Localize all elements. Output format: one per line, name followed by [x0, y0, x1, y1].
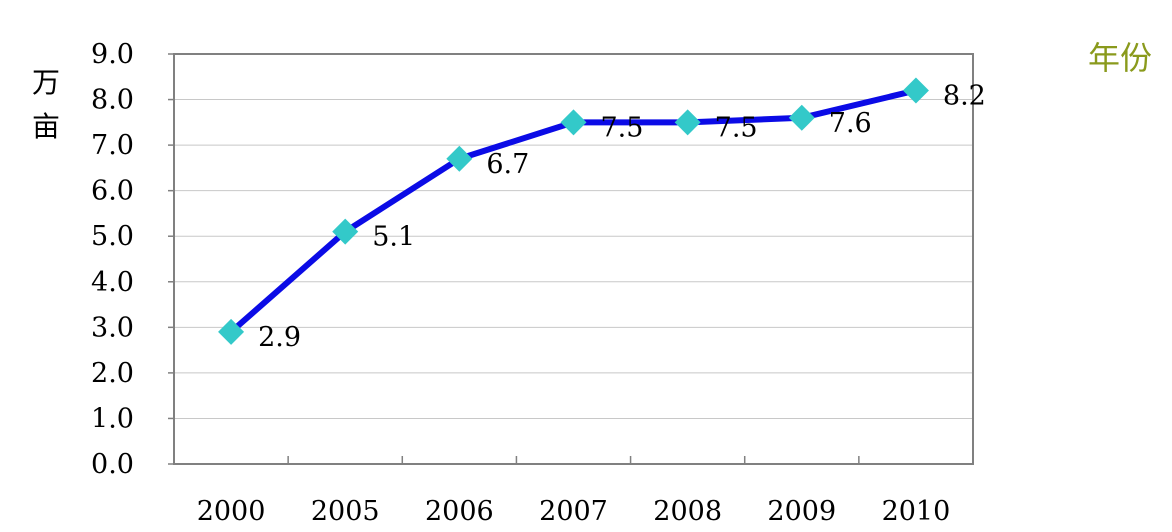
- y-tick-label: 1.0: [91, 403, 134, 434]
- x-tick-label: 2000: [197, 496, 266, 527]
- y-tick-label: 4.0: [91, 267, 134, 298]
- x-tick-label: 2005: [311, 496, 380, 527]
- data-label: 7.6: [829, 108, 872, 139]
- series-markers: [218, 77, 929, 345]
- data-point-marker: [788, 104, 815, 131]
- data-point-marker: [332, 218, 359, 245]
- gridlines: [174, 99, 973, 419]
- y-tick-label: 9.0: [91, 39, 134, 70]
- y-tick-label: 0.0: [91, 449, 134, 480]
- y-tick-label: 2.0: [91, 358, 134, 389]
- y-axis-unit-label-line1: 万: [32, 66, 60, 99]
- x-tick-label: 2010: [882, 496, 951, 527]
- data-point-marker: [902, 77, 929, 104]
- x-axis-label: 年份: [1088, 39, 1152, 77]
- data-label: 5.1: [372, 222, 415, 253]
- y-tick-label: 8.0: [91, 85, 134, 116]
- y-axis-unit-label-line2: 亩: [32, 110, 60, 143]
- y-axis-ticks: 0.0 1.0 2.0 3.0 4.0 5.0 6.0 7.0 8.0 9.0: [91, 39, 174, 480]
- data-labels: 2.9 5.1 6.7 7.5 7.5 7.6 8.2: [258, 80, 986, 352]
- y-tick-label: 7.0: [91, 130, 134, 161]
- data-point-marker: [218, 318, 245, 345]
- x-tick-label: 2007: [539, 496, 608, 527]
- plot-area-frame: [173, 53, 974, 465]
- x-tick-label: 2008: [653, 496, 722, 527]
- x-tick-label: 2009: [767, 496, 836, 527]
- x-axis-ticks: 2000 2005 2006 2007 2008 2009 2010: [197, 456, 951, 527]
- data-point-marker: [560, 109, 587, 136]
- data-label: 6.7: [486, 149, 529, 180]
- y-tick-label: 6.0: [91, 176, 134, 207]
- y-tick-label: 5.0: [91, 221, 134, 252]
- x-tick-label: 2006: [425, 496, 494, 527]
- data-label: 7.5: [601, 112, 644, 143]
- data-label: 8.2: [943, 80, 986, 111]
- data-point-marker: [446, 145, 473, 172]
- data-point-marker: [674, 109, 701, 136]
- data-label: 7.5: [715, 112, 758, 143]
- y-tick-label: 3.0: [91, 312, 134, 343]
- data-label: 2.9: [258, 322, 301, 353]
